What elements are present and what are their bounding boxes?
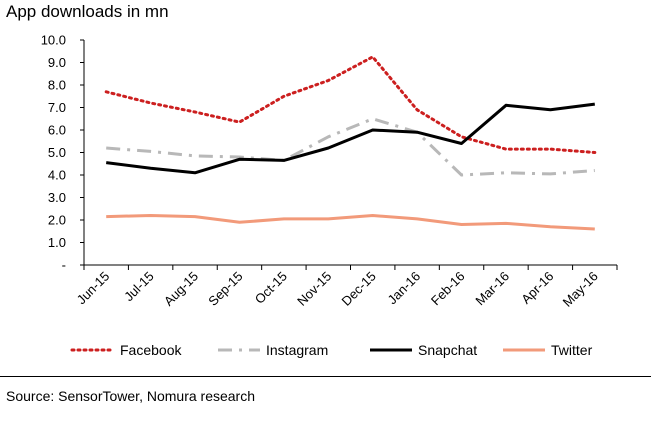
y-tick-label: 1.0 — [48, 235, 66, 250]
y-tick-label: 2.0 — [48, 213, 66, 228]
chart-title: App downloads in mn — [6, 2, 169, 21]
axes — [83, 40, 617, 266]
x-tick-label: Jun-15 — [74, 269, 113, 308]
x-axis-ticks: Jun-15 Jul-15 Aug-15 Sep-15 Oct-15 Nov-15 Dec-… — [74, 265, 618, 310]
x-tick-label: Apr-16 — [518, 269, 556, 307]
y-tick-label: 7.0 — [48, 100, 66, 115]
x-tick-label: Mar-16 — [472, 269, 512, 309]
y-axis-ticks: - 1.0 2.0 3.0 4.0 5.0 6.0 7.0 8.0 9.0 10.0 — [41, 33, 84, 273]
y-tick-label: 9.0 — [48, 55, 66, 70]
x-tick-label: Nov-15 — [294, 269, 334, 309]
series-line-twitter — [106, 214, 595, 231]
source-divider — [0, 376, 651, 377]
legend-label-facebook: Facebook — [120, 342, 182, 358]
line-chart: -1.02.03.04.05.06.07.08.09.010.0 Jun-15 J… — [41, 33, 618, 358]
x-tick-label: Jul-15 — [121, 269, 157, 305]
y-tick-label: 5.0 — [48, 145, 66, 160]
x-tick-label: May-16 — [560, 269, 601, 310]
y-tick-label: 10.0 — [41, 33, 66, 48]
y-tick-label: 3.0 — [48, 190, 66, 205]
series-lines — [104, 55, 597, 231]
legend-label-twitter: Twitter — [551, 342, 593, 358]
x-tick-label: Dec-15 — [339, 269, 379, 309]
legend-label-snapchat: Snapchat — [418, 342, 477, 358]
series-line-facebook — [104, 55, 597, 154]
y-tick-label: 8.0 — [48, 78, 66, 93]
x-tick-label: Aug-15 — [161, 269, 201, 309]
y-tick-label: 4.0 — [48, 168, 66, 183]
legend: Facebook Instagram Snapchat Twitter — [70, 342, 593, 358]
x-tick-label: Feb-16 — [428, 269, 468, 309]
source-note: Source: SensorTower, Nomura research — [6, 388, 255, 404]
legend-label-instagram: Instagram — [266, 342, 328, 358]
y-tick-label: - — [62, 258, 66, 273]
series-line-instagram — [106, 117, 595, 177]
series-line-snapchat — [106, 102, 595, 175]
x-tick-label: Sep-15 — [205, 269, 245, 309]
x-tick-label: Oct-15 — [252, 269, 290, 307]
x-tick-label: Jan-16 — [385, 269, 424, 308]
y-tick-label: 6.0 — [48, 123, 66, 138]
